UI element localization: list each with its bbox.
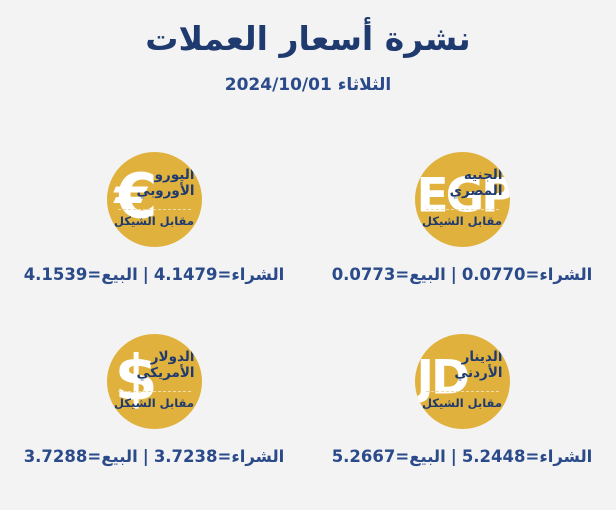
- currency-glyph-eur-icon: €: [114, 158, 158, 232]
- sell-label: البيع: [101, 265, 138, 284]
- currency-rate-line: الشراء=3.7238|البيع=3.7288: [24, 447, 285, 466]
- rate-separator: |: [142, 447, 149, 466]
- buy-equals: =: [525, 265, 540, 284]
- currency-name-line-1: اليورو: [154, 167, 195, 183]
- currency-rate-line: الشراء=4.1479|البيع=4.1539: [24, 265, 285, 284]
- sell-value: 3.7288: [23, 447, 88, 466]
- page-header: نشرة أسعار العملات الثلاثاء 2024/10/01: [0, 0, 616, 95]
- currency-rate-line: الشراء=0.0770|البيع=0.0773: [332, 265, 593, 284]
- currency-name-line-2: الأوروبي: [136, 182, 195, 199]
- buy-label: الشراء: [231, 447, 285, 466]
- currency-card: € اليورو الأوروبي مقابل الشيكل الشراء=4.1479…: [0, 133, 308, 315]
- currency-card: JD الدينار الأردني مقابل الشيكل الشراء=5.244…: [308, 315, 616, 497]
- egyptian-pound-badge-icon: EGP الجنيه المصري مقابل الشيكل: [414, 152, 510, 247]
- currency-against-label: مقابل الشيكل: [422, 396, 502, 410]
- bulletin-date: الثلاثاء 2024/10/01: [224, 75, 392, 96]
- sell-equals: =: [87, 447, 102, 466]
- currency-name: الجنيه المصري: [445, 167, 503, 200]
- currency-name-line-2: الأمريكي: [136, 364, 195, 381]
- jordanian-dinar-badge-icon: JD الدينار الأردني مقابل الشيكل: [414, 334, 510, 429]
- buy-label: الشراء: [539, 447, 593, 466]
- currency-glyph-egp-icon: EGP: [416, 168, 510, 224]
- sell-value: 5.2667: [331, 447, 396, 466]
- sell-value: 4.1539: [23, 265, 88, 284]
- sell-label: البيع: [409, 447, 446, 466]
- currency-card: EGP الجنيه المصري مقابل الشيكل الشراء=0.0770…: [308, 133, 616, 315]
- currency-name-line-1: الجنيه: [463, 167, 503, 183]
- sell-label: البيع: [409, 265, 446, 284]
- page-title: نشرة أسعار العملات: [145, 19, 471, 58]
- currency-against-label: مقابل الشيكل: [422, 214, 502, 228]
- badge-divider: [117, 391, 191, 392]
- badge-divider: [117, 209, 191, 210]
- currency-name-line-2: الأردني: [454, 364, 503, 381]
- badge-divider: [425, 391, 499, 392]
- currency-glyph-jod-icon: JD: [416, 350, 470, 406]
- buy-label: الشراء: [231, 265, 285, 284]
- us-dollar-badge-icon: $ الدولار الأمريكي مقابل الشيكل: [106, 334, 202, 429]
- currency-card: $ الدولار الأمريكي مقابل الشيكل الشراء=3.723…: [0, 315, 308, 497]
- currency-name-line-1: الدينار: [461, 349, 503, 365]
- rate-separator: |: [142, 265, 149, 284]
- buy-equals: =: [217, 265, 232, 284]
- buy-value: 4.1479: [153, 265, 218, 284]
- currency-against-label: مقابل الشيكل: [114, 396, 194, 410]
- buy-equals: =: [525, 447, 540, 466]
- currency-name: الدولار الأمريكي: [136, 349, 195, 382]
- sell-equals: =: [87, 265, 102, 284]
- currency-cards-grid: EGP الجنيه المصري مقابل الشيكل الشراء=0.0770…: [0, 133, 616, 497]
- sell-equals: =: [395, 447, 410, 466]
- currency-name: اليورو الأوروبي: [136, 167, 195, 200]
- currency-rate-line: الشراء=5.2448|البيع=5.2667: [332, 447, 593, 466]
- buy-label: الشراء: [539, 265, 593, 284]
- currency-name: الدينار الأردني: [445, 349, 503, 382]
- currency-name-line-2: المصري: [449, 182, 503, 199]
- badge-divider: [425, 209, 499, 210]
- buy-value: 5.2448: [461, 447, 526, 466]
- currency-name-line-1: الدولار: [150, 349, 195, 365]
- buy-value: 3.7238: [153, 447, 218, 466]
- rate-separator: |: [450, 265, 457, 284]
- sell-label: البيع: [101, 447, 138, 466]
- currency-against-label: مقابل الشيكل: [114, 214, 194, 228]
- sell-value: 0.0773: [331, 265, 396, 284]
- euro-badge-icon: € اليورو الأوروبي مقابل الشيكل: [106, 152, 202, 247]
- rate-separator: |: [450, 447, 457, 466]
- currency-glyph-usd-icon: $: [114, 340, 158, 414]
- sell-equals: =: [395, 265, 410, 284]
- buy-equals: =: [217, 447, 232, 466]
- buy-value: 0.0770: [461, 265, 526, 284]
